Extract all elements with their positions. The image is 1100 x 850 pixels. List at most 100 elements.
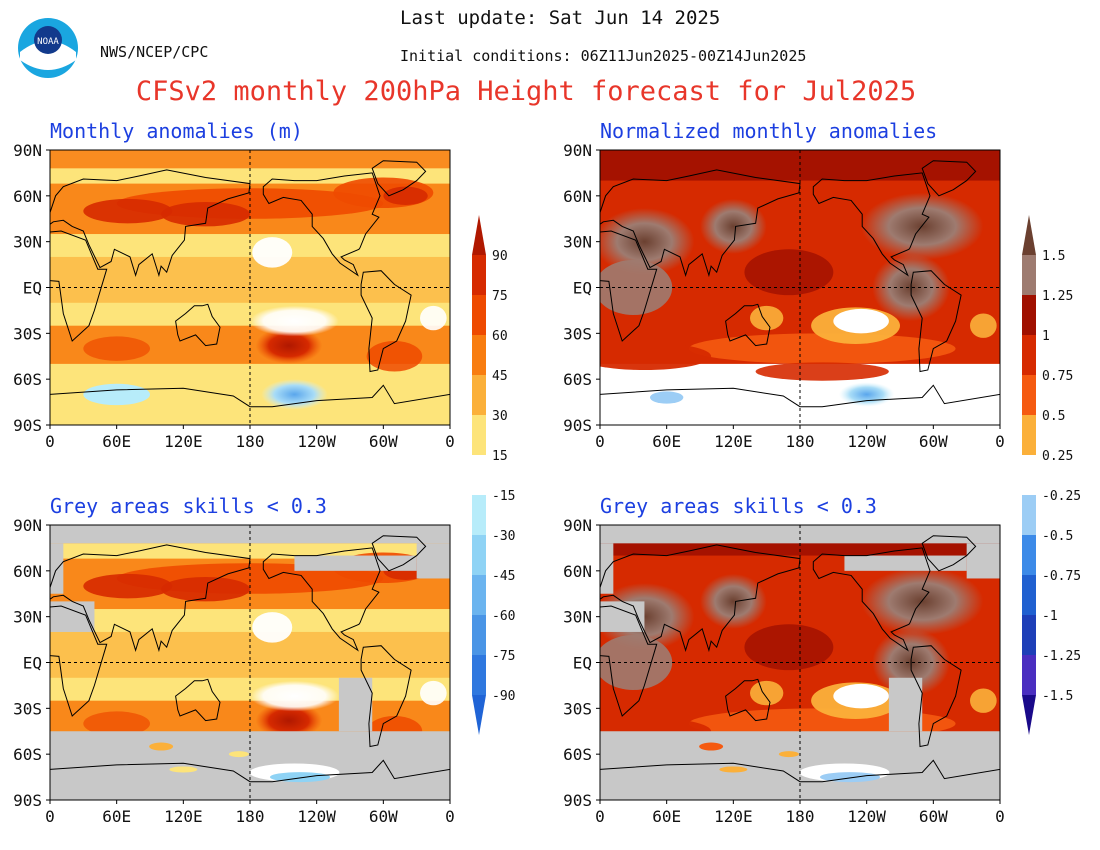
lat-tick-label: 60N xyxy=(563,187,592,206)
coastline xyxy=(600,169,801,278)
coastline xyxy=(50,544,251,653)
colorbar-normalized: 1.5 1.25 1 0.75 0.5 0.25 -0.25 -0.5 -0.75 -1 -1.25… xyxy=(1022,215,1081,735)
colorbar-swatch xyxy=(1022,495,1036,535)
org-label: NWS/NCEP/CPC xyxy=(100,43,208,61)
colorbar-arrow-top xyxy=(472,215,486,255)
colorbar-label: -1.5 xyxy=(1042,689,1073,704)
coastline xyxy=(725,303,771,347)
lon-tick-label: 0 xyxy=(995,432,1005,451)
colorbar-layer: 90 75 60 45 30 15 -15 -30 -45 -60 -75 -90 1.5 1.25 1 0.… xyxy=(472,215,1081,735)
lon-tick-label: 120E xyxy=(714,432,753,451)
lon-tick-label: 0 xyxy=(45,432,55,451)
lon-tick-label: 60W xyxy=(919,807,948,826)
lon-tick-label: 0 xyxy=(445,432,455,451)
lat-tick-label: 30S xyxy=(563,699,592,718)
panels-layer: Monthly anomalies (m) 90N 60N 30N EQ 30S 60S 90… xyxy=(13,119,1005,826)
colorbar-label: 0.5 xyxy=(1042,409,1065,424)
lat-tick-label: 90S xyxy=(563,791,592,810)
map-panel-anom: Monthly anomalies (m) 90N 60N 30N EQ 30S 60S 90… xyxy=(13,119,455,451)
lat-tick-label: EQ xyxy=(23,279,42,298)
initial-conditions: Initial conditions: 06Z11Jun2025-00Z14Ju… xyxy=(400,47,806,65)
coastline xyxy=(262,172,381,277)
lat-tick-label: 30N xyxy=(563,233,592,252)
colorbar-label: 30 xyxy=(492,409,508,424)
lon-tick-label: 60W xyxy=(369,807,398,826)
colorbar-swatch xyxy=(472,575,486,615)
colorbar-swatch xyxy=(472,455,486,495)
panel-title: Grey areas skills < 0.3 xyxy=(600,494,877,518)
colorbar-label: -60 xyxy=(492,609,515,624)
coastline xyxy=(50,384,450,425)
colorbar-swatch xyxy=(1022,655,1036,695)
colorbar-swatch xyxy=(472,295,486,335)
colorbar-label: -0.75 xyxy=(1042,569,1081,584)
colorbar-swatch xyxy=(1022,375,1036,415)
coastline xyxy=(360,645,412,748)
colorbar-label: 75 xyxy=(492,289,508,304)
colorbar-label: 1 xyxy=(1042,329,1050,344)
coastline xyxy=(812,547,931,652)
coastline xyxy=(921,535,977,572)
panel-title: Normalized monthly anomalies xyxy=(600,119,937,143)
coastline xyxy=(910,645,962,748)
map-panel-norm_skill: Grey areas skills < 0.3 90N 60N 30N EQ 30S 60S… xyxy=(563,494,1005,826)
lat-tick-label: 30S xyxy=(563,324,592,343)
lat-tick-label: 30S xyxy=(13,324,42,343)
lon-tick-label: 0 xyxy=(595,432,605,451)
colorbar-label: -45 xyxy=(492,569,515,584)
lon-tick-label: 0 xyxy=(595,807,605,826)
colorbar-label: 1.5 xyxy=(1042,249,1065,264)
colorbar-swatch xyxy=(472,535,486,575)
coastline xyxy=(725,678,771,722)
lon-tick-label: 60E xyxy=(652,432,681,451)
colorbar-swatch xyxy=(472,255,486,295)
lon-tick-label: 60W xyxy=(369,432,398,451)
last-update: Last update: Sat Jun 14 2025 xyxy=(400,7,720,29)
lat-tick-label: 30S xyxy=(13,699,42,718)
coastline xyxy=(812,172,931,277)
colorbar-label: -15 xyxy=(492,489,515,504)
lat-tick-label: EQ xyxy=(573,654,592,673)
colorbar-swatch xyxy=(472,655,486,695)
coastline xyxy=(50,759,450,800)
lat-tick-label: 60S xyxy=(563,745,592,764)
lat-tick-label: 60S xyxy=(563,370,592,389)
lon-tick-label: 120W xyxy=(847,432,886,451)
lat-tick-label: 60N xyxy=(13,187,42,206)
lat-tick-label: EQ xyxy=(23,654,42,673)
lon-tick-label: 120E xyxy=(164,432,203,451)
main-title: CFSv2 monthly 200hPa Height forecast for… xyxy=(136,76,916,107)
coastline xyxy=(262,547,381,652)
lon-tick-label: 120W xyxy=(297,807,336,826)
lon-tick-label: 0 xyxy=(995,807,1005,826)
colorbar-swatch xyxy=(472,375,486,415)
lat-tick-label: 60N xyxy=(563,562,592,581)
lon-tick-label: 180 xyxy=(786,432,815,451)
colorbar-swatch xyxy=(472,615,486,655)
coastline xyxy=(600,230,658,342)
colorbar-swatch xyxy=(1022,335,1036,375)
lon-tick-label: 180 xyxy=(786,807,815,826)
lat-tick-label: 60N xyxy=(13,562,42,581)
panel-title: Grey areas skills < 0.3 xyxy=(50,494,327,518)
colorbar-swatch xyxy=(1022,575,1036,615)
colorbar-swatch xyxy=(1022,295,1036,335)
colorbar-label: 0.75 xyxy=(1042,369,1073,384)
lon-tick-label: 0 xyxy=(445,807,455,826)
lat-tick-label: 60S xyxy=(13,370,42,389)
colorbar-label: -0.25 xyxy=(1042,489,1081,504)
lon-tick-label: 60E xyxy=(102,807,131,826)
lat-tick-label: 30N xyxy=(13,233,42,252)
coastline xyxy=(50,230,108,342)
lat-tick-label: 90N xyxy=(563,516,592,535)
coastline xyxy=(371,160,427,197)
map-panel-norm: Normalized monthly anomalies 90N 60N 30N EQ 3… xyxy=(563,119,1005,451)
lon-tick-label: 120W xyxy=(297,432,336,451)
colorbar-swatch xyxy=(1022,615,1036,655)
lon-tick-label: 120E xyxy=(714,807,753,826)
logo-text: NOAA xyxy=(37,37,59,47)
colorbar-label: 15 xyxy=(492,449,508,464)
lon-tick-label: 120E xyxy=(164,807,203,826)
panel-title: Monthly anomalies (m) xyxy=(50,119,303,143)
lat-tick-label: 90S xyxy=(563,416,592,435)
